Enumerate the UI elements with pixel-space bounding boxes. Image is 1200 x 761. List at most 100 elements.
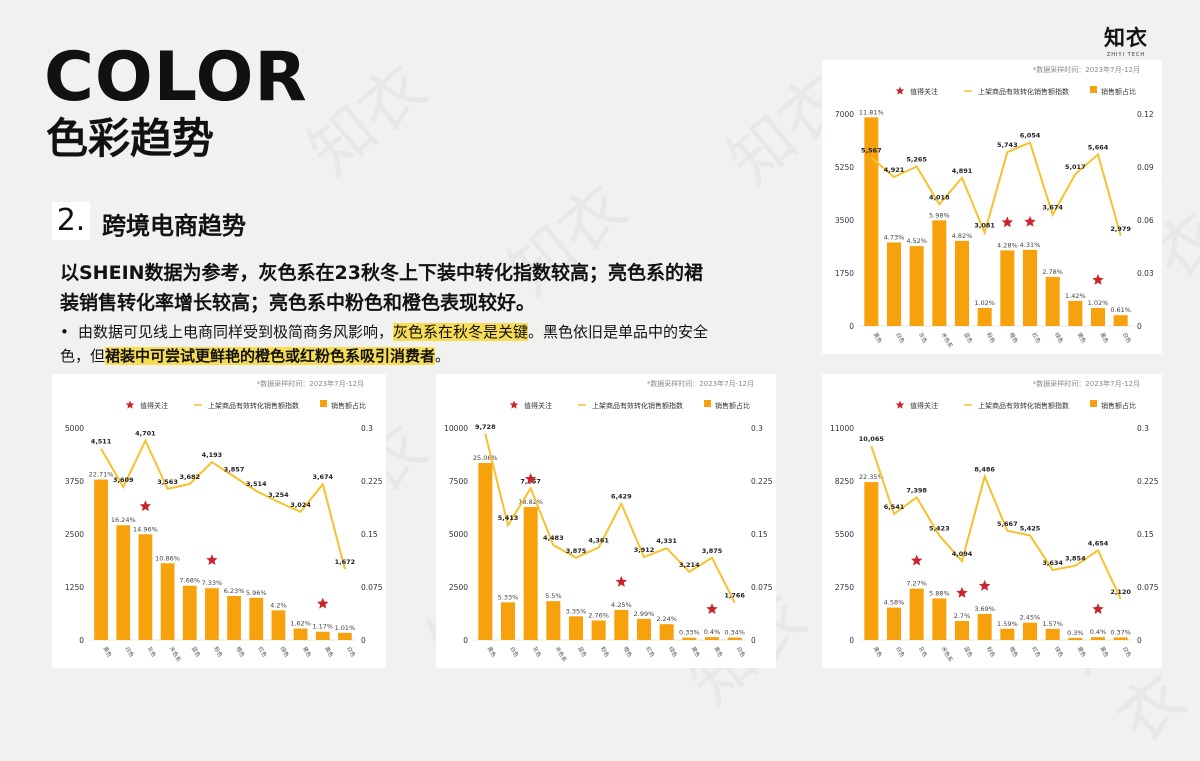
skirt-legend-label-2: 销售额占比 [1101, 87, 1136, 96]
skirt-bar-4 [954, 240, 970, 326]
skirt-bar-0 [864, 117, 879, 326]
bottom-legend-label-0: 值得关注 [910, 401, 938, 410]
skirt-line-label-10: 5,664 [1088, 143, 1109, 151]
top-index-line [100, 438, 346, 570]
coat-star-1 [615, 575, 628, 587]
top-line-label-4: 3,682 [179, 473, 200, 481]
skirt-bar-9 [1068, 300, 1083, 326]
top-line-label-9: 3,024 [290, 501, 311, 509]
skirt-left-tick-4: 7000 [835, 110, 854, 119]
skirt-left-tick-2: 3500 [835, 216, 854, 225]
bottom-bar-4 [954, 620, 970, 640]
coat-bar-0 [478, 462, 493, 640]
bullet-part3: 。 [435, 347, 451, 365]
bottom-bar-label-0: 22.35% [859, 473, 884, 481]
bullet-part2: 。黑色依旧是单品中的安全色，但 [60, 323, 709, 365]
coat-right-tick-0: 0 [751, 636, 756, 645]
coat-bar-label-4: 3.35% [566, 607, 587, 615]
coat-right-tick-2: 0.15 [751, 530, 768, 539]
coat-right-tick-3: 0.225 [751, 477, 773, 486]
bullet-part1: 由数据可见线上电商同样受到极简商务风影响， [78, 323, 394, 341]
coat-left-tick-2: 5000 [449, 530, 468, 539]
skirt-bar-label-4: 4.82% [952, 232, 973, 240]
skirt-line-label-1: 4,921 [884, 166, 905, 174]
bottom-bar-6 [1000, 628, 1015, 640]
bullet-dot: • [60, 323, 69, 341]
skirt-star-2 [1092, 273, 1104, 285]
coat-legend-label-0: 值得关注 [524, 401, 552, 410]
bottom-right-tick-0: 0 [1137, 636, 1142, 645]
page-title: COLOR [44, 38, 308, 117]
bottom-line-label-9: 3,854 [1065, 555, 1086, 563]
skirt-bar-7 [1022, 249, 1038, 326]
brand-logo: 知衣 ZHIYI TECH [1104, 22, 1148, 58]
skirt-legend-bar-icon [1090, 86, 1097, 93]
top-right-tick-2: 0.15 [361, 530, 378, 539]
coat-legend-bar-icon [704, 400, 711, 407]
coat-star-2 [706, 603, 718, 615]
bottom-line-label-5: 8,486 [974, 465, 995, 473]
coat-line-label-3: 4,483 [543, 534, 564, 542]
bottom-star-3 [1092, 603, 1104, 615]
bullet-highlight2: 裙装中可尝试更鲜艳的橙色或红粉色系吸引消费者 [105, 347, 436, 365]
bottom-line-label-3: 5,423 [929, 524, 950, 532]
top-legend-label-1: 上架商品有效转化销售额指数 [208, 401, 299, 410]
skirt-bar-3 [932, 220, 947, 326]
coat-line-label-7: 3,912 [634, 546, 655, 554]
bottom-star-0 [910, 554, 923, 566]
bottom-bar-label-11: 0.37% [1110, 628, 1131, 636]
top-left-tick-4: 5000 [65, 424, 84, 433]
coat-legend-star-icon [509, 400, 519, 409]
bottom-bar-label-3: 5.88% [929, 589, 950, 597]
top-bar-0 [94, 479, 108, 640]
skirt-bar-6 [1000, 250, 1015, 326]
skirt-bar-5 [977, 307, 992, 326]
bottom-background [822, 374, 1162, 668]
top-bar-label-10: 1.17% [312, 623, 333, 631]
top-star-1 [206, 554, 218, 566]
coat-bar-label-5: 2.76% [588, 611, 609, 619]
watermark-0: 知衣 [295, 51, 441, 191]
coat-right-tick-4: 0.3 [751, 424, 763, 433]
skirt-bar-label-5: 1.02% [974, 299, 995, 307]
skirt-star-0 [1001, 216, 1014, 228]
bottom-line-label-11: 2,120 [1110, 588, 1131, 596]
coat-bar-label-8: 2.24% [656, 615, 677, 623]
coat-index-line [484, 433, 736, 604]
top-line-label-11: 1,672 [335, 558, 356, 566]
coat-bar-label-7: 2.99% [634, 610, 655, 618]
skirt-bar-11 [1113, 315, 1128, 326]
brand-tagline: ZHIYI TECH [1106, 52, 1146, 58]
chart-bottom: *数据采样时间：2023年7月-12月 值得关注 上架商品有效转化销售额指数 销售额占… [822, 374, 1162, 668]
top-legend-bar-icon [320, 400, 327, 407]
bullet-highlight1: 灰色系在秋冬是关键 [393, 323, 529, 341]
bottom-bar-label-10: 0.4% [1090, 628, 1107, 636]
skirt-line-label-7: 6,054 [1020, 132, 1041, 140]
top-bar-9 [293, 628, 308, 640]
bottom-index-line [870, 445, 1122, 600]
coat-line-label-9: 3,214 [679, 561, 700, 569]
bottom-legend-label-1: 上架商品有效转化销售额指数 [978, 401, 1069, 410]
skirt-line-label-5: 3,081 [974, 222, 995, 230]
coat-legend-label-1: 上架商品有效转化销售额指数 [592, 401, 683, 410]
top-bar-1 [116, 525, 131, 640]
coat-star-0 [524, 473, 537, 484]
skirt-left-tick-0: 0 [849, 322, 854, 331]
skirt-bar-label-9: 1.42% [1065, 292, 1086, 300]
bottom-line-label-6: 5,667 [997, 520, 1018, 528]
skirt-line-label-11: 2,979 [1110, 225, 1131, 233]
top-bar-label-9: 1.62% [290, 620, 311, 628]
coat-bar-4 [568, 616, 584, 640]
skirt-bar-label-0: 11.81% [859, 108, 884, 116]
bottom-star-1 [956, 586, 968, 598]
section-number: 2. [52, 202, 90, 240]
skirt-line-label-0: 5,567 [861, 146, 882, 154]
coat-bar-2 [523, 507, 538, 640]
top-bar-label-4: 7.68% [179, 577, 200, 585]
coat-left-tick-1: 2500 [449, 583, 468, 592]
bottom-bar-1 [886, 607, 902, 640]
bottom-left-tick-3: 8250 [835, 477, 854, 486]
top-bar-label-2: 14.96% [133, 525, 158, 533]
